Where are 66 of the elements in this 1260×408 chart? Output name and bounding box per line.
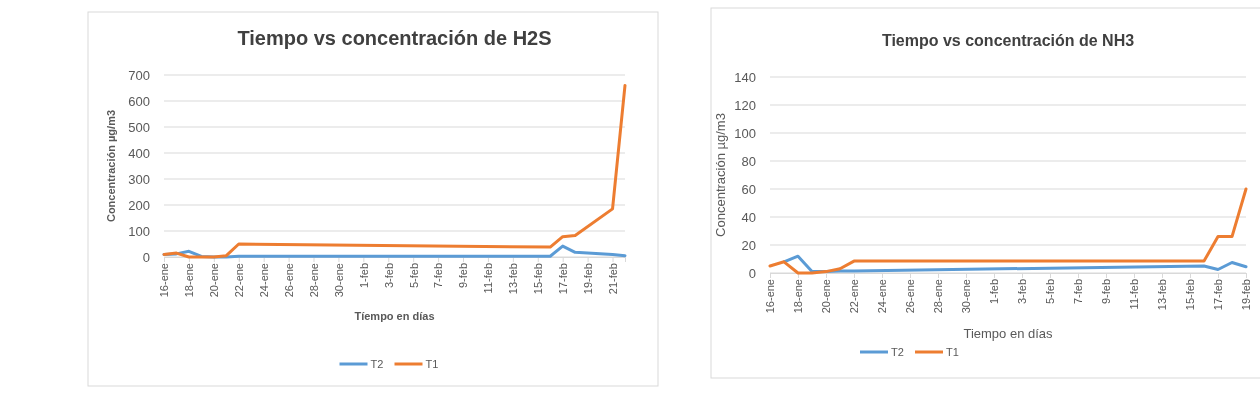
- y-tick-label: 600: [128, 93, 150, 109]
- y-tick-label: 400: [128, 145, 150, 161]
- chart-title: Tiempo vs concentración de H2S: [237, 27, 552, 49]
- x-tick-label: 18-ene: [792, 279, 805, 314]
- y-tick-label: 0: [142, 249, 150, 265]
- x-axis-title: Tíempo en días: [354, 310, 435, 322]
- legend-label: T2: [891, 346, 904, 358]
- legend-label: T2: [370, 358, 384, 370]
- y-tick-label: 500: [128, 119, 150, 135]
- x-tick-label: 9-feb: [1100, 279, 1113, 305]
- x-tick-label: 11-feb: [482, 263, 495, 294]
- x-tick-label: 19-feb: [581, 263, 594, 295]
- x-tick-label: 22-ene: [848, 279, 861, 314]
- x-tick-label: 28-ene: [932, 279, 945, 314]
- x-tick-label: 18-ene: [183, 263, 196, 298]
- line-series: [162, 83, 627, 259]
- x-tick-label: 3-feb: [1016, 279, 1029, 305]
- x-tick-label: 17-feb: [557, 263, 570, 295]
- x-tick-label: 1-feb: [357, 263, 370, 289]
- x-tick-label: 20-ene: [820, 279, 833, 314]
- x-tick-label: 7-feb: [432, 263, 445, 289]
- y-tick-label: 100: [734, 125, 756, 141]
- legend-label: T1: [946, 346, 959, 358]
- x-tick-label: 13-feb: [507, 263, 520, 295]
- y-tick-label: 120: [734, 97, 756, 113]
- x-tick-label: 3-feb: [382, 263, 395, 289]
- y-axis-title: Concentración µg/m3: [105, 109, 117, 223]
- x-tick-label: 26-ene: [904, 279, 917, 314]
- x-tick-label: 13-feb: [1156, 279, 1169, 311]
- y-tick-label: 0: [748, 265, 756, 281]
- y-tick-label: 20: [741, 237, 756, 253]
- x-tick-label: 1-feb: [988, 279, 1001, 305]
- x-tick-label: 24-ene: [876, 279, 889, 314]
- x-tick-label: 28-ene: [307, 263, 320, 298]
- legend-label: T1: [425, 358, 439, 370]
- x-tick-label: 30-ene: [332, 263, 345, 298]
- x-tick-label: 19-feb: [1240, 279, 1253, 311]
- y-tick-label: 200: [128, 197, 150, 213]
- y-tick-label: 300: [128, 171, 150, 187]
- chart-title: Tiempo vs concentración de NH3: [881, 32, 1135, 49]
- x-tick-label: 30-ene: [960, 279, 973, 314]
- y-tick-label: 100: [128, 223, 150, 239]
- x-tick-label: 22-ene: [233, 263, 246, 298]
- x-tick-label: 21-feb: [606, 263, 619, 295]
- y-tick-label: 140: [734, 69, 756, 85]
- y-tick-label: 60: [741, 181, 756, 197]
- x-tick-label: 7-feb: [1072, 279, 1085, 305]
- y-tick-label: 700: [128, 67, 150, 83]
- x-tick-label: 17-feb: [1212, 279, 1225, 311]
- x-tick-label: 16-ene: [158, 263, 171, 298]
- x-tick-label: 11-feb: [1128, 279, 1141, 310]
- x-tick-label: 26-ene: [282, 263, 295, 298]
- x-tick-label: 16-ene: [764, 279, 777, 314]
- y-axis-title: Concentración µg/m3: [713, 113, 728, 237]
- y-tick-label: 40: [741, 209, 756, 225]
- line-series: [782, 254, 1248, 274]
- x-tick-label: 9-feb: [457, 263, 470, 289]
- x-tick-label: 15-feb: [532, 263, 545, 295]
- x-axis-title: Tiempo en días: [963, 326, 1054, 341]
- x-tick-label: 20-ene: [208, 263, 221, 298]
- x-tick-label: 24-ene: [258, 263, 271, 298]
- y-tick-label: 80: [741, 153, 756, 169]
- x-tick-label: 15-feb: [1184, 279, 1197, 311]
- line-series: [768, 187, 1248, 275]
- x-tick-label: 5-feb: [1044, 279, 1057, 305]
- x-tick-label: 5-feb: [407, 263, 420, 289]
